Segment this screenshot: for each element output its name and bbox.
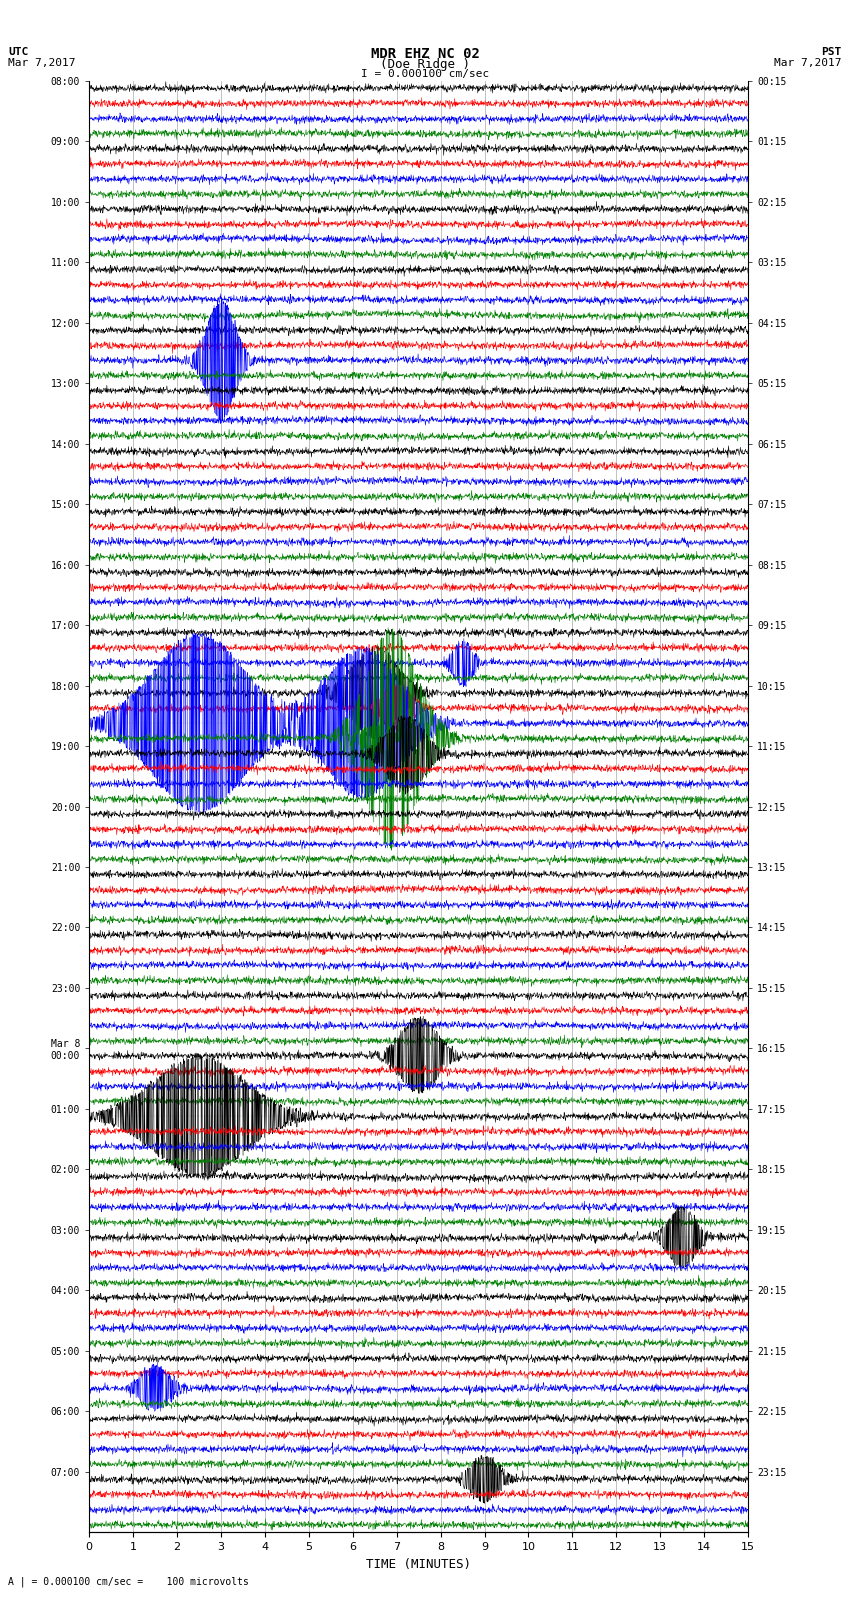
Text: (Doe Ridge ): (Doe Ridge ) — [380, 58, 470, 71]
Text: I = 0.000100 cm/sec: I = 0.000100 cm/sec — [361, 69, 489, 79]
Text: PST: PST — [821, 47, 842, 56]
Text: MDR EHZ NC 02: MDR EHZ NC 02 — [371, 47, 479, 61]
Text: Mar 7,2017: Mar 7,2017 — [774, 58, 842, 68]
X-axis label: TIME (MINUTES): TIME (MINUTES) — [366, 1558, 471, 1571]
Text: UTC: UTC — [8, 47, 29, 56]
Text: A | = 0.000100 cm/sec =    100 microvolts: A | = 0.000100 cm/sec = 100 microvolts — [8, 1576, 249, 1587]
Text: Mar 7,2017: Mar 7,2017 — [8, 58, 76, 68]
